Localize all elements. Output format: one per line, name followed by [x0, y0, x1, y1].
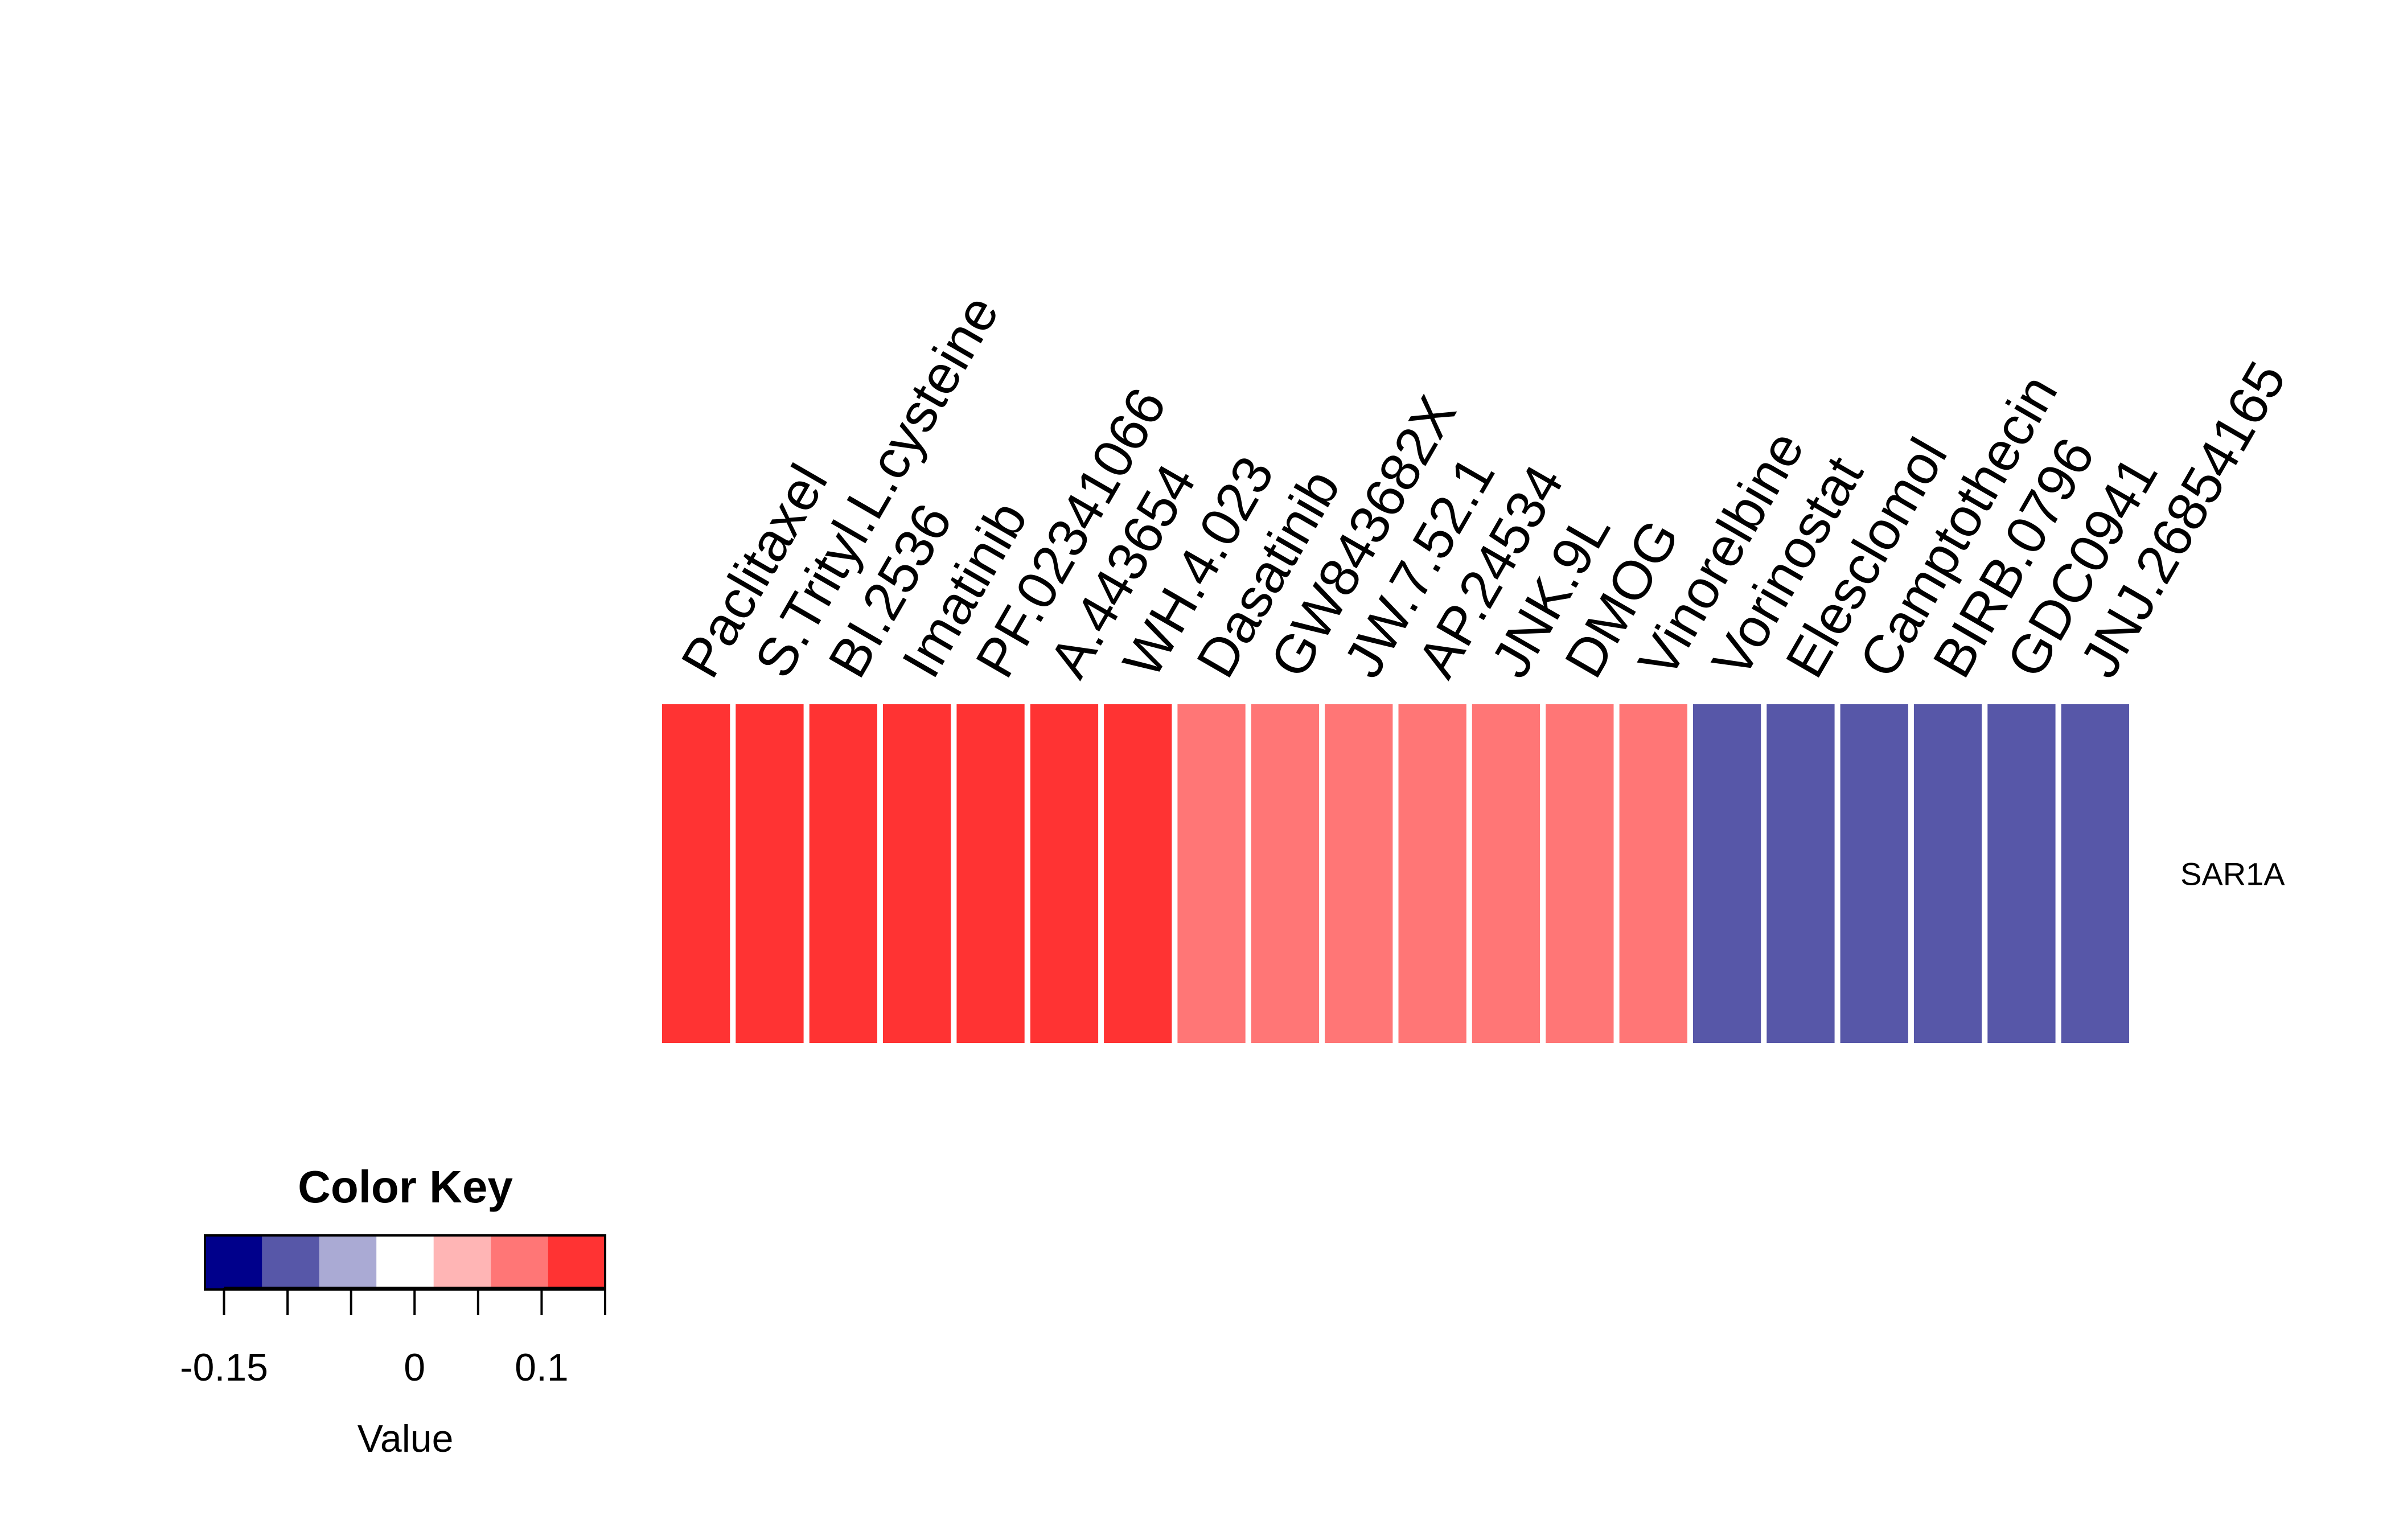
heatmap-cell	[662, 704, 730, 1043]
heatmap-cell	[1840, 704, 1908, 1043]
color-key-bin	[376, 1235, 434, 1290]
color-key-bin	[548, 1235, 605, 1290]
color-key-tick-label: 0.1	[515, 1346, 569, 1389]
heatmap-cell	[1987, 704, 2056, 1043]
heatmap-cell	[1398, 704, 1466, 1043]
heatmap-cell	[1692, 704, 1761, 1043]
row-labels: SAR1A	[2180, 856, 2285, 892]
color-key-bin	[262, 1235, 319, 1290]
heatmap-cell	[1472, 704, 1540, 1043]
color-key-bins	[204, 1234, 606, 1291]
heatmap-cell	[1619, 704, 1687, 1043]
heatmap-cell	[1325, 704, 1393, 1043]
color-key-bin	[319, 1235, 377, 1290]
heatmap-cell	[883, 704, 951, 1043]
color-key: Color Key -0.15 0 0.1 Value	[180, 1161, 606, 1460]
color-key-bin	[433, 1235, 491, 1290]
heatmap-cell	[1546, 704, 1614, 1043]
heatmap-cell	[956, 704, 1025, 1043]
heatmap-cell	[736, 704, 804, 1043]
color-key-bin	[491, 1235, 548, 1290]
color-key-tick-label: -0.15	[180, 1346, 268, 1389]
color-key-border	[204, 1234, 606, 1291]
heatmap-cell	[1913, 704, 1982, 1043]
column-labels: PaclitaxelS.Trityl.L.cysteineBI.2536Imat…	[669, 285, 2298, 687]
color-key-bin	[205, 1235, 262, 1290]
color-key-tick-label: 0	[404, 1346, 425, 1389]
row-label: SAR1A	[2180, 856, 2285, 892]
heatmap-cell	[809, 704, 877, 1043]
color-key-axis: -0.15 0 0.1	[180, 1287, 606, 1389]
heatmap-cells	[662, 704, 2129, 1043]
color-key-xlabel: Value	[358, 1417, 454, 1460]
heatmap-cell	[1104, 704, 1172, 1043]
heatmap-cell	[2061, 704, 2129, 1043]
color-key-title: Color Key	[298, 1161, 513, 1212]
heatmap-cell	[1766, 704, 1835, 1043]
heatmap-cell	[1177, 704, 1246, 1043]
heatmap-cell	[1251, 704, 1320, 1043]
heatmap-cell	[1030, 704, 1099, 1043]
